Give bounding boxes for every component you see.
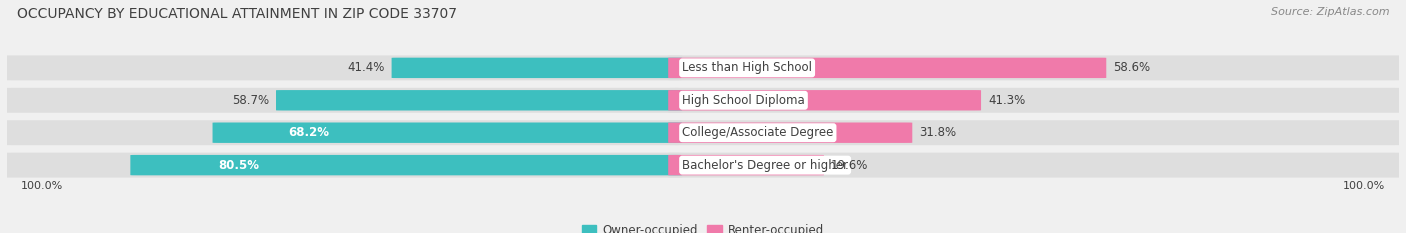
Text: OCCUPANCY BY EDUCATIONAL ATTAINMENT IN ZIP CODE 33707: OCCUPANCY BY EDUCATIONAL ATTAINMENT IN Z… (17, 7, 457, 21)
FancyBboxPatch shape (0, 55, 682, 80)
FancyBboxPatch shape (668, 153, 1406, 178)
Text: Less than High School: Less than High School (682, 61, 813, 74)
Text: College/Associate Degree: College/Associate Degree (682, 126, 834, 139)
FancyBboxPatch shape (212, 123, 682, 143)
Text: 80.5%: 80.5% (218, 159, 259, 172)
FancyBboxPatch shape (668, 58, 1107, 78)
Text: 100.0%: 100.0% (1343, 181, 1385, 191)
Text: 68.2%: 68.2% (288, 126, 329, 139)
Text: 41.3%: 41.3% (988, 94, 1025, 107)
Text: 58.7%: 58.7% (232, 94, 269, 107)
Text: 19.6%: 19.6% (831, 159, 869, 172)
Legend: Owner-occupied, Renter-occupied: Owner-occupied, Renter-occupied (578, 219, 828, 233)
Text: Bachelor's Degree or higher: Bachelor's Degree or higher (682, 159, 848, 172)
FancyBboxPatch shape (276, 90, 682, 110)
Text: 41.4%: 41.4% (347, 61, 385, 74)
FancyBboxPatch shape (131, 155, 682, 175)
Text: Source: ZipAtlas.com: Source: ZipAtlas.com (1271, 7, 1389, 17)
FancyBboxPatch shape (668, 90, 981, 110)
Text: 58.6%: 58.6% (1114, 61, 1150, 74)
FancyBboxPatch shape (668, 88, 1406, 113)
FancyBboxPatch shape (668, 55, 1406, 80)
FancyBboxPatch shape (392, 58, 682, 78)
FancyBboxPatch shape (668, 123, 912, 143)
Text: 31.8%: 31.8% (920, 126, 956, 139)
FancyBboxPatch shape (0, 120, 682, 145)
FancyBboxPatch shape (668, 120, 1406, 145)
FancyBboxPatch shape (0, 88, 682, 113)
Text: 100.0%: 100.0% (21, 181, 63, 191)
FancyBboxPatch shape (668, 155, 824, 175)
FancyBboxPatch shape (0, 153, 682, 178)
Text: High School Diploma: High School Diploma (682, 94, 804, 107)
